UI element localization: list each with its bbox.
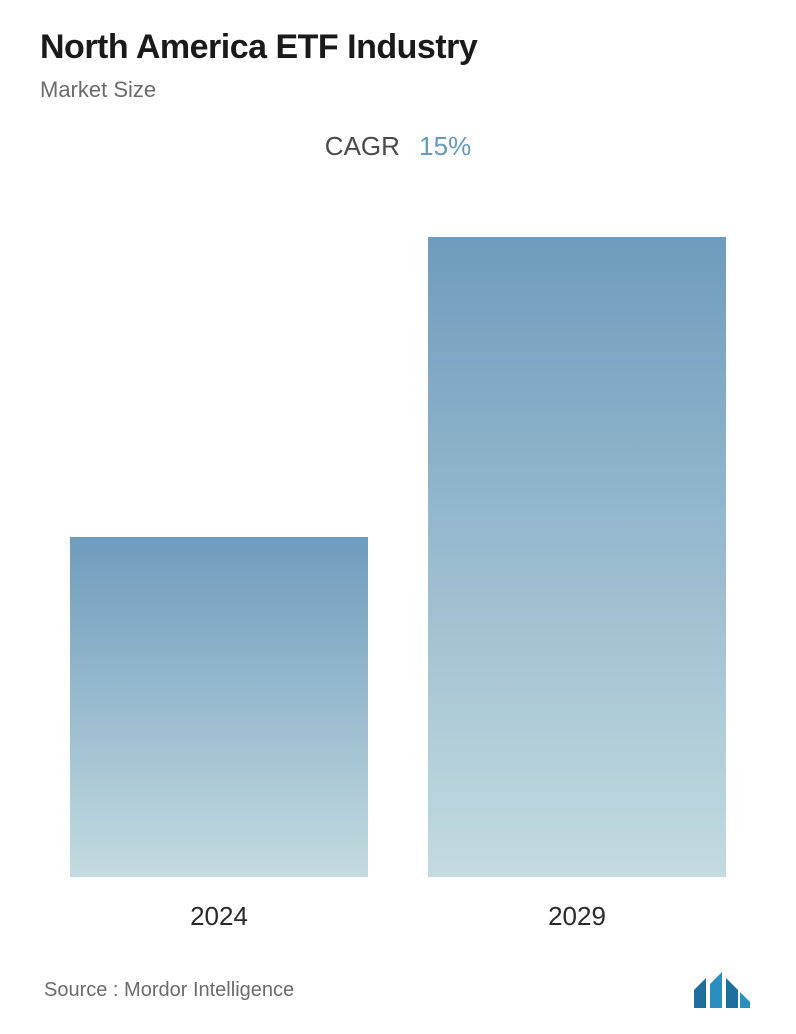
footer: Source : Mordor Intelligence xyxy=(40,942,756,1034)
cagr-value: 15% xyxy=(419,131,471,161)
page-subtitle: Market Size xyxy=(40,77,756,103)
bar-chart: 2024 2029 xyxy=(40,162,756,932)
page-title: North America ETF Industry xyxy=(40,28,756,67)
bar xyxy=(70,537,368,877)
source-text: Source : Mordor Intelligence xyxy=(44,979,294,1002)
cagr-label: CAGR xyxy=(325,131,400,161)
bar-group: 2029 xyxy=(428,237,726,932)
bar-label: 2029 xyxy=(548,901,606,932)
bar-group: 2024 xyxy=(70,537,368,932)
cagr-row: CAGR 15% xyxy=(40,131,756,162)
brand-logo-icon xyxy=(692,970,752,1010)
bar xyxy=(428,237,726,877)
bar-label: 2024 xyxy=(190,901,248,932)
